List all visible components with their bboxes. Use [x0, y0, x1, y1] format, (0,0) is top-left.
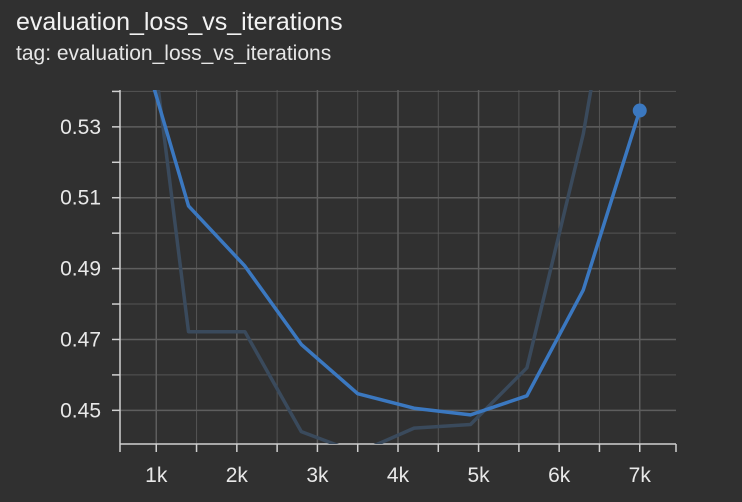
x-tick-label: 3k — [306, 464, 329, 487]
markers — [632, 103, 647, 118]
y-tick-label: 0.51 — [60, 187, 101, 210]
x-tick-label: 6k — [548, 464, 571, 487]
x-tick-label: 2k — [226, 464, 249, 487]
x-tick-label: 1k — [145, 464, 168, 487]
y-tick-label: 0.53 — [60, 116, 101, 139]
x-tick-label: 7k — [629, 464, 652, 487]
chart-tag: tag: evaluation_loss_vs_iterations — [16, 42, 332, 65]
y-tick-label: 0.45 — [60, 399, 101, 422]
axes — [112, 90, 677, 452]
y-tick-label: 0.47 — [60, 328, 101, 351]
x-tick-label: 4k — [387, 464, 410, 487]
last-point-marker[interactable] — [632, 103, 647, 118]
raw-series-line — [156, 90, 593, 444]
chart-title: evaluation_loss_vs_iterations — [16, 8, 343, 36]
y-tick-label: 0.49 — [60, 258, 101, 281]
smoothed-series-line — [152, 90, 642, 417]
grid — [120, 90, 676, 444]
tick-labels: 1k 2k 3k 4k 5k 6k 7k 0.45 0.47 0.49 0.51 0.53 — [60, 116, 651, 487]
x-tick-label: 5k — [467, 464, 490, 487]
